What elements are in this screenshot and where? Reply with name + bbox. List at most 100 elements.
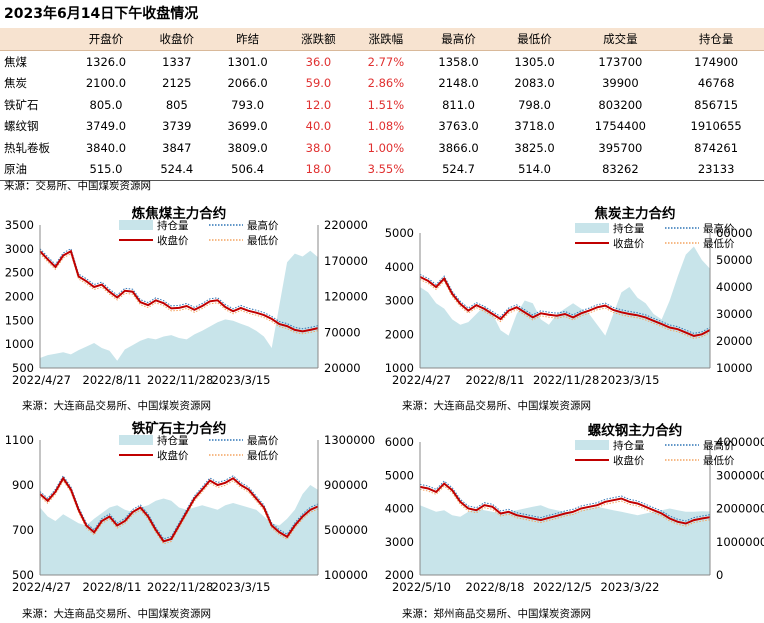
table-cell-oi: 856715 — [694, 97, 739, 112]
y-right-tick-label: 170000 — [324, 254, 368, 268]
table-cell-name: 焦煤 — [4, 54, 27, 69]
table-cell-prev: 3699.0 — [227, 119, 268, 134]
table-cell-high: 524.7 — [420, 158, 497, 181]
y-left-tick-label: 3000 — [385, 294, 414, 308]
table-row: 原油 515.0 524.4 506.4 18.0 3.55% 524.7 514.0 8326… — [0, 158, 764, 181]
y-left-tick-label: 6000 — [385, 435, 414, 449]
table-cell-chg: 40.0 — [305, 119, 332, 134]
table-row: 焦煤 1326.0 1337 1301.0 36.0 2.77% 1358.0 1305.0 1… — [0, 51, 764, 73]
table-row: 焦炭 2100.0 2125 2066.0 59.0 2.86% 2148.0 2083.0 3… — [0, 73, 764, 95]
x-tick-label: 2022/4/27 — [392, 373, 451, 387]
table-cell-open: 3840.0 — [85, 140, 127, 155]
table-cell-open: 2100.0 — [85, 76, 127, 91]
y-right-tick-label: 120000 — [324, 290, 368, 304]
table-cell-oi: 1910655 — [690, 119, 742, 134]
y-right-tick-label: 0 — [716, 568, 723, 582]
table-cell-name: 螺纹钢 — [4, 119, 39, 134]
table-cell-chg: 18.0 — [285, 158, 352, 181]
legend-label: 收盘价 — [613, 454, 645, 467]
legend-label: 最高价 — [247, 434, 279, 447]
y-right-tick-label: 3000000 — [716, 468, 764, 482]
table-cell-high: 3866.0 — [438, 140, 479, 155]
table-cell-prev: 506.4 — [209, 158, 286, 181]
table-cell-name: 焦炭 — [4, 76, 27, 91]
table-cell-oi: 174900 — [694, 54, 739, 69]
table-cell-oi: 46768 — [697, 76, 735, 91]
y-left-tick-label: 500 — [12, 568, 34, 582]
table-row: 螺纹钢 3749.0 3739 3699.0 40.0 1.08% 3763.0 3718.0… — [0, 116, 764, 138]
x-tick-label: 2022/8/11 — [83, 373, 142, 387]
table-cell-chg: 12.0 — [305, 97, 332, 112]
legend-label: 最低价 — [703, 454, 735, 467]
rebar-chart: 2000 3000 4000 5000 6000 0 1000000 2000000 30000… — [385, 422, 764, 620]
y-left-tick-label: 1100 — [5, 433, 34, 447]
legend-swatch-open-interest — [575, 223, 609, 233]
y-right-tick-label: 4000000 — [716, 435, 764, 449]
x-tick-label: 2022/11/28 — [147, 580, 213, 594]
table-cell-vol: 395700 — [598, 140, 643, 155]
legend-label: 最高价 — [247, 219, 279, 232]
table-cell-chg: 59.0 — [305, 76, 332, 91]
x-tick-label: 2022/8/11 — [83, 580, 142, 594]
legend-swatch-open-interest — [119, 435, 153, 445]
x-tick-label: 2023/3/22 — [601, 580, 660, 594]
y-left-tick-label: 1500 — [5, 313, 34, 327]
y-right-tick-label: 70000 — [324, 325, 361, 339]
table-cell-open: 1326.0 — [85, 54, 127, 69]
table-cell-pct: 1.00% — [367, 140, 405, 155]
table-cell-close: 524.4 — [143, 158, 210, 181]
legend-label: 最低价 — [703, 237, 735, 250]
open-interest-area — [40, 485, 318, 575]
table-cell-pct: 2.77% — [367, 54, 405, 69]
table-cell-pct: 1.51% — [367, 97, 405, 112]
legend-swatch-open-interest — [119, 220, 153, 230]
table-row: 铁矿石 805.0 805 793.0 12.0 1.51% 811.0 798.0 80320… — [0, 94, 764, 116]
y-right-tick-label: 500000 — [324, 523, 368, 537]
table-cell-prev: 3809.0 — [227, 140, 268, 155]
legend-label: 收盘价 — [157, 449, 189, 462]
coke-chart: 1000 2000 3000 4000 5000 10000 20000 30000 40000… — [385, 205, 753, 412]
open-interest-area — [420, 505, 710, 575]
legend-label: 最低价 — [247, 234, 279, 247]
table-cell-pct: 2.86% — [367, 76, 405, 91]
low-price-line — [39, 252, 319, 335]
legend-swatch-open-interest — [575, 440, 609, 450]
column-header: 最低价 — [496, 28, 573, 51]
column-header — [0, 28, 68, 51]
column-header: 持仓量 — [668, 28, 764, 51]
chart-source-note: 来源：郑州商品交易所、中国煤炭资源网 — [402, 607, 591, 620]
table-cell-vol: 39900 — [602, 76, 639, 91]
legend-label: 持仓量 — [157, 434, 189, 447]
table-cell-open: 3749.0 — [85, 119, 127, 134]
y-left-tick-label: 3000 — [385, 535, 414, 549]
y-left-tick-label: 3000 — [5, 242, 34, 256]
x-tick-label: 2022/4/27 — [12, 373, 71, 387]
legend-label: 持仓量 — [157, 219, 189, 232]
y-left-tick-label: 1000 — [5, 337, 34, 351]
x-tick-label: 2022/4/27 — [12, 580, 71, 594]
legend-label: 最高价 — [703, 222, 735, 235]
y-right-tick-label: 900000 — [324, 478, 368, 492]
table-cell-pct: 1.08% — [367, 119, 405, 134]
table-cell-oi: 23133 — [668, 158, 764, 181]
page-title: 2023年6月14日下午收盘情况 — [4, 6, 199, 22]
high-price-line — [39, 247, 319, 330]
y-left-tick-label: 4000 — [385, 502, 414, 516]
table-cell-open: 805.0 — [89, 97, 123, 112]
table-cell-high: 2148.0 — [438, 76, 479, 91]
table-cell-name: 热轧卷板 — [4, 140, 50, 155]
table-cell-name: 原油 — [0, 158, 68, 181]
iron-ore-chart: 500 700 900 1100 100000 500000 900000 1300000 20… — [5, 420, 376, 620]
table-cell-prev: 793.0 — [231, 97, 265, 112]
legend-label: 收盘价 — [613, 237, 645, 250]
y-right-tick-label: 20000 — [716, 334, 753, 348]
table-cell-low: 798.0 — [518, 97, 551, 112]
y-right-tick-label: 1000000 — [716, 535, 764, 549]
table-cell-close: 2125 — [162, 76, 192, 91]
legend-label: 持仓量 — [613, 439, 645, 452]
x-tick-label: 2022/11/28 — [533, 373, 599, 387]
table-cell-vol: 173700 — [598, 54, 643, 69]
y-left-tick-label: 500 — [12, 361, 34, 375]
y-right-tick-label: 20000 — [324, 361, 361, 375]
table-cell-high: 3763.0 — [438, 119, 479, 134]
